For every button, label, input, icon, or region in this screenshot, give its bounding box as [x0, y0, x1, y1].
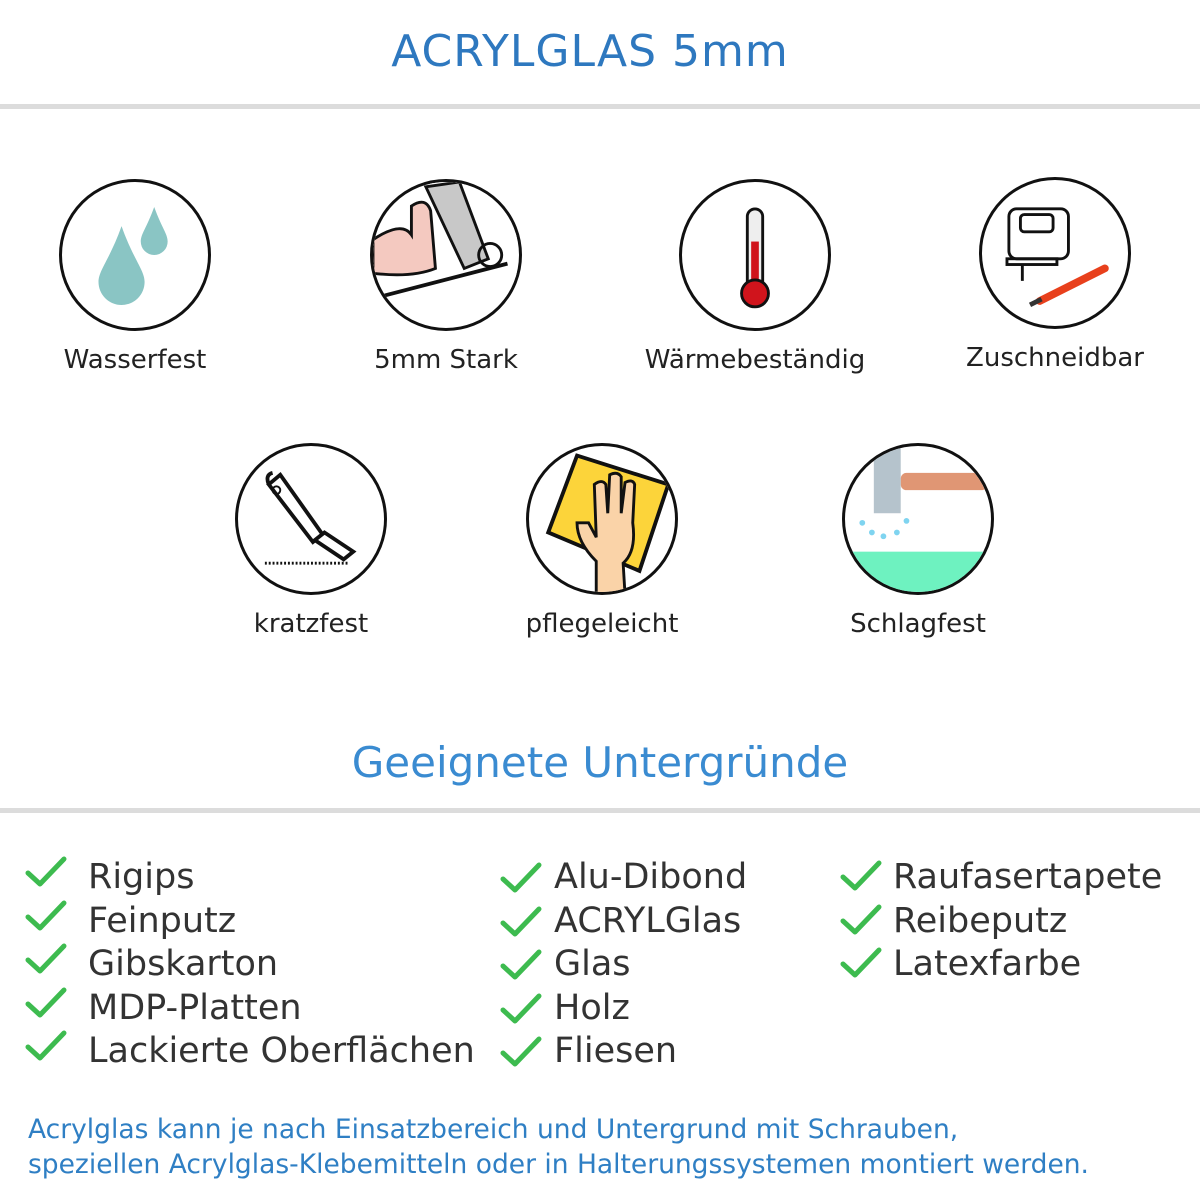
cutter-knife-icon	[235, 443, 387, 595]
feature-zuschneidbar: Zuschneidbar	[905, 177, 1200, 373]
page-title: ACRYLGLAS 5mm	[391, 26, 789, 77]
surface-item: ACRYLGlas	[554, 900, 742, 941]
checkmark-icon	[840, 946, 882, 980]
checkmark-icon	[25, 1029, 67, 1063]
feature-schlagfest: Schlagfest	[768, 443, 1068, 639]
surface-item: Holz	[554, 987, 630, 1028]
checkmark-icon	[25, 899, 67, 933]
surface-item: Alu-Dibond	[554, 857, 748, 897]
feature-waermebestaendig: Wärmebeständig	[605, 179, 905, 375]
divider	[0, 104, 1200, 109]
footer-line-2: speziellen Acrylglas-Klebemitteln oder i…	[28, 1149, 1089, 1180]
surface-item: Raufasertapete	[893, 857, 1163, 897]
feature-label: Wasserfest	[63, 345, 207, 375]
feature-label: Schlagfest	[850, 609, 986, 639]
checkmark-icon	[500, 1035, 542, 1069]
checkmark-icon	[840, 859, 882, 893]
surface-item: Gibskarton	[88, 944, 279, 984]
divider	[0, 808, 1200, 813]
feature-label: Zuschneidbar	[966, 343, 1144, 373]
surface-item: Glas	[554, 944, 631, 984]
checkmark-icon	[500, 992, 542, 1026]
jigsaw-cutter-icon	[979, 177, 1131, 329]
feature-5mm-stark: 5mm Stark	[296, 179, 596, 375]
strong-arm-icon	[370, 179, 522, 331]
checkmark-icon	[840, 903, 882, 937]
footer-line-1: Acrylglas kann je nach Einsatzbereich un…	[28, 1114, 959, 1145]
surface-item: Latexfarbe	[893, 944, 1082, 984]
surface-item: Feinputz	[88, 900, 237, 941]
surfaces-title: Geeignete Untergründe	[351, 738, 849, 787]
surface-item: Rigips	[88, 857, 195, 897]
feature-pflegeleicht: pflegeleicht	[452, 443, 752, 639]
feature-kratzfest: kratzfest	[161, 443, 461, 639]
feature-wasserfest: Wasserfest	[0, 179, 285, 375]
surface-item: Fliesen	[554, 1031, 678, 1071]
checkmark-icon	[25, 855, 67, 889]
feature-label: 5mm Stark	[374, 345, 518, 375]
surface-item: Lackierte Oberflächen	[88, 1031, 475, 1071]
checkmark-icon	[25, 986, 67, 1020]
water-drops-icon	[59, 179, 211, 331]
checkmark-icon	[25, 942, 67, 976]
thermometer-icon	[679, 179, 831, 331]
feature-label: kratzfest	[253, 609, 369, 639]
feature-label: Wärmebeständig	[644, 345, 866, 375]
feature-label: pflegeleicht	[525, 609, 679, 639]
checkmark-icon	[500, 861, 542, 895]
footer-note: Acrylglas kann je nach Einsatzbereich un…	[28, 1112, 1198, 1182]
surface-item: MDP-Platten	[88, 987, 302, 1028]
checkmark-icon	[500, 948, 542, 982]
hammer-icon	[842, 443, 994, 595]
surface-item: Reibeputz	[893, 900, 1068, 941]
checkmark-icon	[500, 905, 542, 939]
hand-cloth-icon	[526, 443, 678, 595]
